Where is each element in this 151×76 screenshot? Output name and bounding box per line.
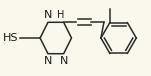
Text: N: N [44,56,52,66]
Text: H: H [57,10,64,20]
Text: HS: HS [3,33,19,43]
Text: N: N [59,56,68,66]
Text: N: N [44,10,52,20]
